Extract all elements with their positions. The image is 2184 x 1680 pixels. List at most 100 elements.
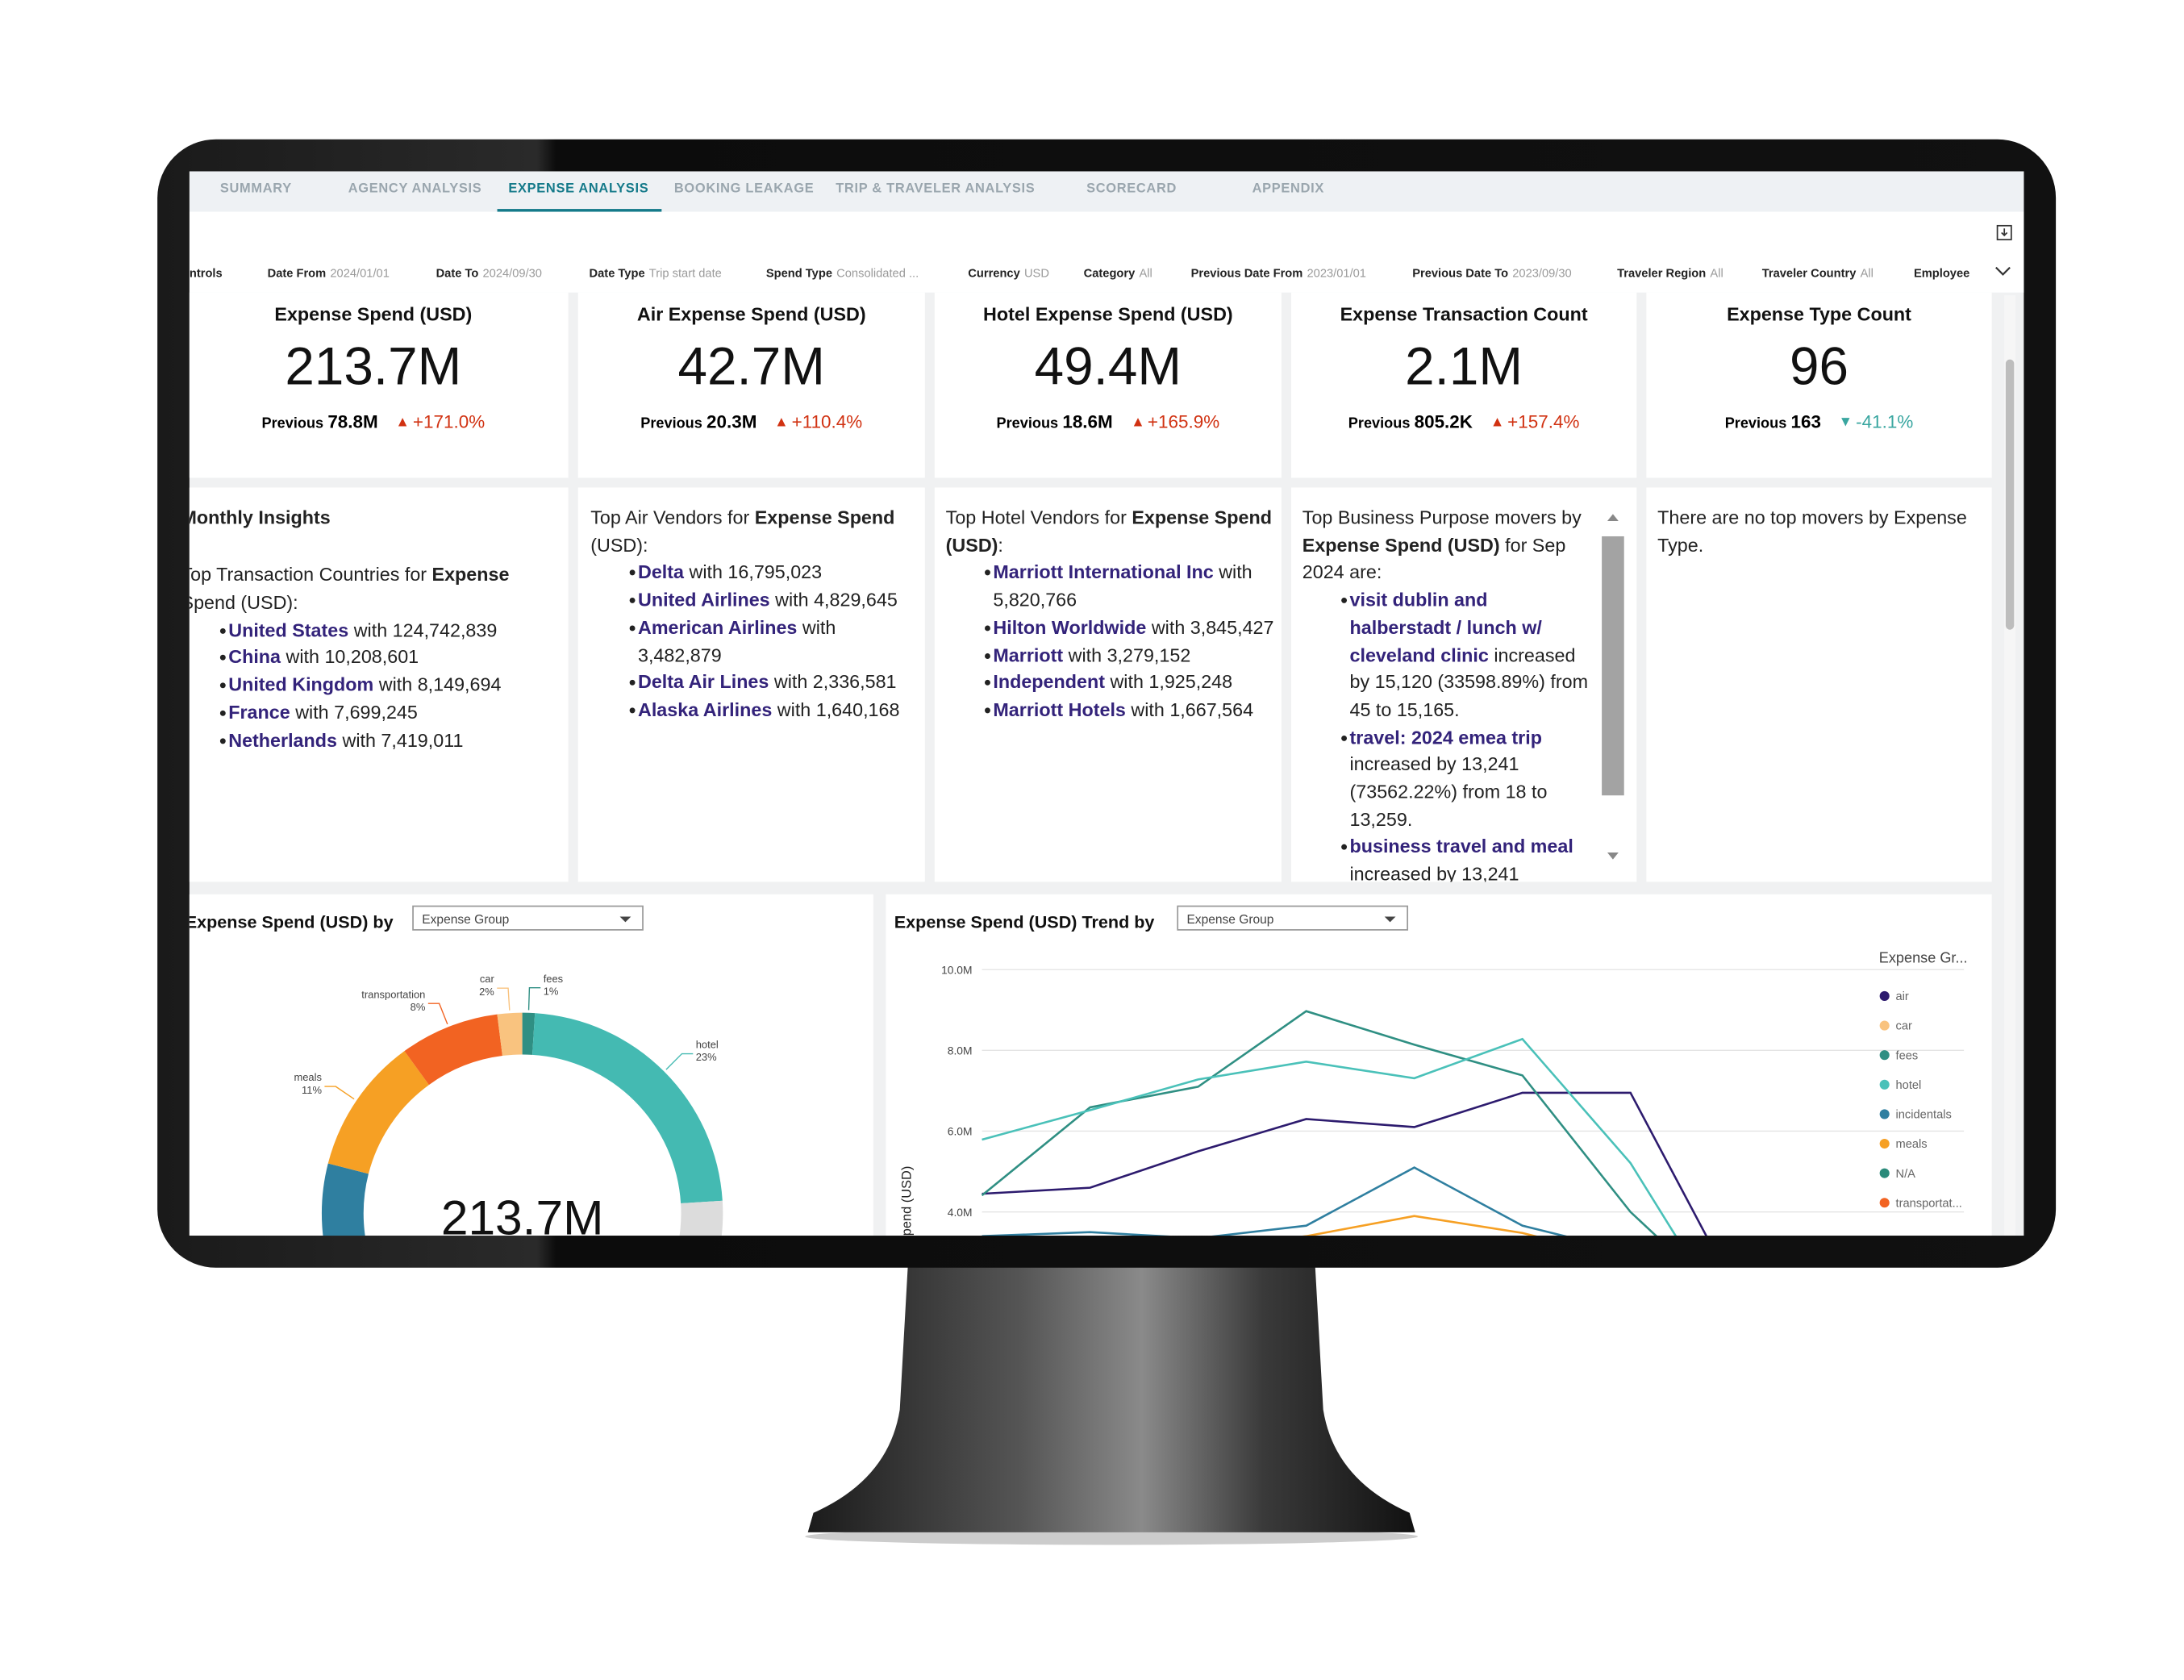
filter[interactable]: Date Type Trip start date <box>590 266 722 280</box>
trend-line[interactable] <box>982 1037 1847 1236</box>
item-text: with 3,845,427 <box>1146 616 1274 638</box>
filter[interactable]: Date To 2024/09/30 <box>436 266 542 280</box>
intro-text: Expense Spend (USD) <box>1302 534 1500 556</box>
item-name[interactable]: visit dublin and halberstadt / lunch w/ … <box>1349 589 1542 665</box>
trend-line[interactable] <box>982 1091 1847 1236</box>
item-name[interactable]: Independent <box>993 671 1105 693</box>
insight-card: Top Air Vendors for Expense Spend (USD):… <box>577 487 925 882</box>
item-name[interactable]: Delta <box>637 561 685 583</box>
legend-swatch[interactable] <box>1879 1198 1890 1208</box>
filter-label: Traveler Region <box>1617 265 1707 281</box>
tab[interactable]: SCORECARD <box>1086 181 1177 197</box>
legend-swatch[interactable] <box>1879 1138 1890 1149</box>
legend-swatch[interactable] <box>1879 1020 1890 1031</box>
intro-text: Top Business Purpose movers by <box>1302 507 1582 528</box>
item-name[interactable]: business travel and meal <box>1349 836 1573 857</box>
filter[interactable]: Traveler Country All <box>1762 266 1873 280</box>
item-name[interactable]: Netherlands <box>228 729 337 751</box>
tab[interactable]: EXPENSE ANALYSIS <box>508 181 649 197</box>
item-name[interactable]: Marriott International Inc <box>993 561 1214 583</box>
trend-line[interactable] <box>982 1215 1847 1236</box>
tab[interactable]: TRIP & TRAVELER ANALYSIS <box>836 181 1036 197</box>
card-scrollbar[interactable] <box>1602 536 1624 796</box>
item-name[interactable]: France <box>228 702 290 723</box>
item-name[interactable]: China <box>228 647 281 669</box>
item-name[interactable]: Delta Air Lines <box>637 671 769 693</box>
item-name[interactable]: United Kingdom <box>228 674 374 696</box>
item-name[interactable]: travel: 2024 emea trip <box>1349 726 1542 748</box>
export-icon[interactable] <box>1996 224 2013 241</box>
donut-segment[interactable] <box>327 1051 429 1174</box>
donut-segment[interactable] <box>336 1200 723 1236</box>
tab[interactable]: BOOKING LEAKAGE <box>673 181 815 197</box>
trend-line[interactable] <box>981 1010 1847 1236</box>
scroll-up[interactable] <box>1607 514 1619 521</box>
filter[interactable]: Traveler Region All <box>1617 266 1723 280</box>
y-tick-label: 6.0M <box>948 1125 973 1138</box>
tab[interactable]: APPENDIX <box>1252 181 1325 197</box>
legend-label[interactable]: fees <box>1896 1049 1919 1062</box>
intro-text: (USD): <box>590 534 648 556</box>
filter[interactable]: Previous Date To 2023/09/30 <box>1412 266 1572 280</box>
filter[interactable]: ntrols <box>190 266 223 280</box>
item-text: with 2,336,581 <box>769 671 897 693</box>
item-name[interactable]: Marriott Hotels <box>993 698 1126 720</box>
filter[interactable]: Currency USD <box>968 266 1049 280</box>
legend-label[interactable]: hotel <box>1896 1079 1922 1092</box>
item-name[interactable]: Hilton Worldwide <box>993 616 1147 638</box>
segment-label: hotel <box>696 1039 719 1051</box>
scroll-down[interactable] <box>1607 853 1619 860</box>
kpi-title: Air Expense Spend (USD) <box>636 303 866 325</box>
scroll-thumb[interactable] <box>2005 359 2015 630</box>
donut-segment[interactable] <box>522 1012 536 1055</box>
item-name[interactable]: Marriott <box>993 644 1064 665</box>
filter[interactable]: Category All <box>1084 266 1152 280</box>
legend-label[interactable]: incidentals <box>1896 1109 1952 1122</box>
legend-swatch[interactable] <box>1879 1168 1890 1178</box>
tab[interactable]: SUMMARY <box>219 181 292 197</box>
insight-item: United Airlines with 4,829,645 <box>590 586 919 614</box>
segment-label: car <box>480 973 495 985</box>
kpi-value: 49.4M <box>1034 338 1182 398</box>
trend-line[interactable] <box>982 1166 1847 1236</box>
trend-card <box>886 894 1992 1236</box>
filter[interactable]: Previous Date From 2023/01/01 <box>1191 266 1366 280</box>
legend-label[interactable]: car <box>1896 1020 1912 1033</box>
legend-label[interactable]: N/A <box>1896 1168 1916 1181</box>
item-name[interactable]: United Airlines <box>637 589 770 611</box>
item-name[interactable]: United States <box>228 619 349 640</box>
legend-swatch[interactable] <box>1879 1050 1890 1061</box>
collapse-icon[interactable] <box>1994 265 2011 277</box>
insight-text: There are no top movers by Expense Type. <box>1657 504 1981 559</box>
stand <box>807 1261 1415 1532</box>
y-tick-label: 4.0M <box>948 1206 973 1219</box>
filter[interactable]: Spend Type Consolidated ... <box>766 266 919 280</box>
donut-segment[interactable] <box>404 1014 502 1086</box>
legend-label[interactable]: air <box>1896 990 1909 1003</box>
legend-swatch[interactable] <box>1879 990 1890 1001</box>
leader-line <box>527 987 541 1011</box>
dropdown[interactable]: Expense Group <box>1177 905 1409 931</box>
dropdown[interactable]: Expense Group <box>412 905 644 931</box>
filter[interactable]: Employee <box>1914 266 1969 280</box>
filter[interactable]: Date From 2024/01/01 <box>268 266 390 280</box>
donut-segment[interactable] <box>532 1013 723 1204</box>
insight-item: United States with 124,742,839 <box>190 617 546 644</box>
item-name[interactable]: Alaska Airlines <box>637 698 773 720</box>
legend-swatch[interactable] <box>1879 1079 1890 1090</box>
item-text: with 1,667,564 <box>1125 698 1254 720</box>
donut-segment[interactable] <box>321 1163 375 1236</box>
legend-swatch[interactable] <box>1879 1109 1890 1119</box>
trend-arrow <box>1841 418 1851 427</box>
insight-list: visit dublin and halberstadt / lunch w/ … <box>1302 586 1592 882</box>
insight-item: business travel and meal increased by 13… <box>1302 834 1592 882</box>
donut-segment[interactable] <box>497 1012 523 1057</box>
y-tick-label: 10.0M <box>941 963 972 976</box>
legend-label[interactable]: meals <box>1896 1138 1928 1151</box>
trend-arrow <box>1493 418 1503 427</box>
legend-label[interactable]: transportat... <box>1896 1197 1962 1210</box>
tab[interactable]: AGENCY ANALYSIS <box>348 181 482 197</box>
item-name[interactable]: American Airlines <box>637 616 798 638</box>
insight-item: Marriott International Inc with 5,820,76… <box>946 559 1275 614</box>
kpi-previous: Previous 18.6M +165.9% <box>935 411 1282 432</box>
